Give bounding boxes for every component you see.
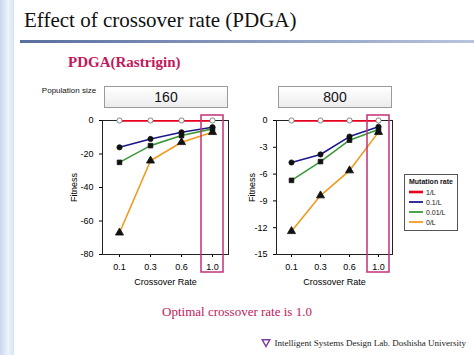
svg-text:0.1: 0.1 bbox=[285, 262, 298, 272]
svg-text:0: 0 bbox=[88, 115, 93, 125]
svg-text:0.3: 0.3 bbox=[144, 262, 157, 272]
svg-text:-20: -20 bbox=[80, 149, 93, 159]
html-text:Mutation rate: Mutation rate bbox=[409, 178, 453, 185]
svg-text:1.0: 1.0 bbox=[372, 262, 385, 272]
svg-text:-80: -80 bbox=[80, 249, 93, 259]
html-text:0.1/L: 0.1/L bbox=[426, 198, 442, 206]
html-text:PDGA(Rastrigin): PDGA(Rastrigin) bbox=[68, 54, 181, 70]
svg-text:1.0: 1.0 bbox=[206, 262, 219, 272]
svg-text:-60: -60 bbox=[80, 216, 93, 226]
svg-text:-3: -3 bbox=[259, 142, 267, 152]
svg-text:0.6: 0.6 bbox=[175, 262, 188, 272]
svg-text:Crossover Rate: Crossover Rate bbox=[303, 277, 366, 287]
svg-text:0.3: 0.3 bbox=[314, 262, 327, 272]
html-text:Intelligent Systems Design Lab: Intelligent Systems Design Lab. Doshisha… bbox=[274, 338, 466, 348]
html-text:0/L: 0/L bbox=[426, 218, 436, 226]
svg-text:Fitness: Fitness bbox=[247, 172, 257, 202]
svg-text:-15: -15 bbox=[254, 249, 267, 259]
svg-text:0.6: 0.6 bbox=[343, 262, 356, 272]
svg-text:Fitness: Fitness bbox=[69, 172, 79, 202]
svg-text:0: 0 bbox=[262, 115, 267, 125]
html-text:Population size: Population size bbox=[41, 86, 97, 95]
svg-text:-12: -12 bbox=[254, 223, 267, 233]
svg-text:-40: -40 bbox=[80, 182, 93, 192]
html-text:Optimal crossover rate is 1.0: Optimal crossover rate is 1.0 bbox=[162, 304, 312, 319]
svg-text:-6: -6 bbox=[259, 169, 267, 179]
svg-text:-9: -9 bbox=[259, 196, 267, 206]
html-text:160: 160 bbox=[154, 89, 178, 105]
svg-text:0.1: 0.1 bbox=[113, 262, 126, 272]
html-text:Effect of crossover rate (PDGA: Effect of crossover rate (PDGA) bbox=[24, 8, 297, 32]
html-text:800: 800 bbox=[323, 89, 347, 105]
html-text:0.01/L: 0.01/L bbox=[426, 208, 446, 216]
svg-text:Crossover Rate: Crossover Rate bbox=[134, 277, 197, 287]
html-text:1/L: 1/L bbox=[426, 188, 436, 196]
